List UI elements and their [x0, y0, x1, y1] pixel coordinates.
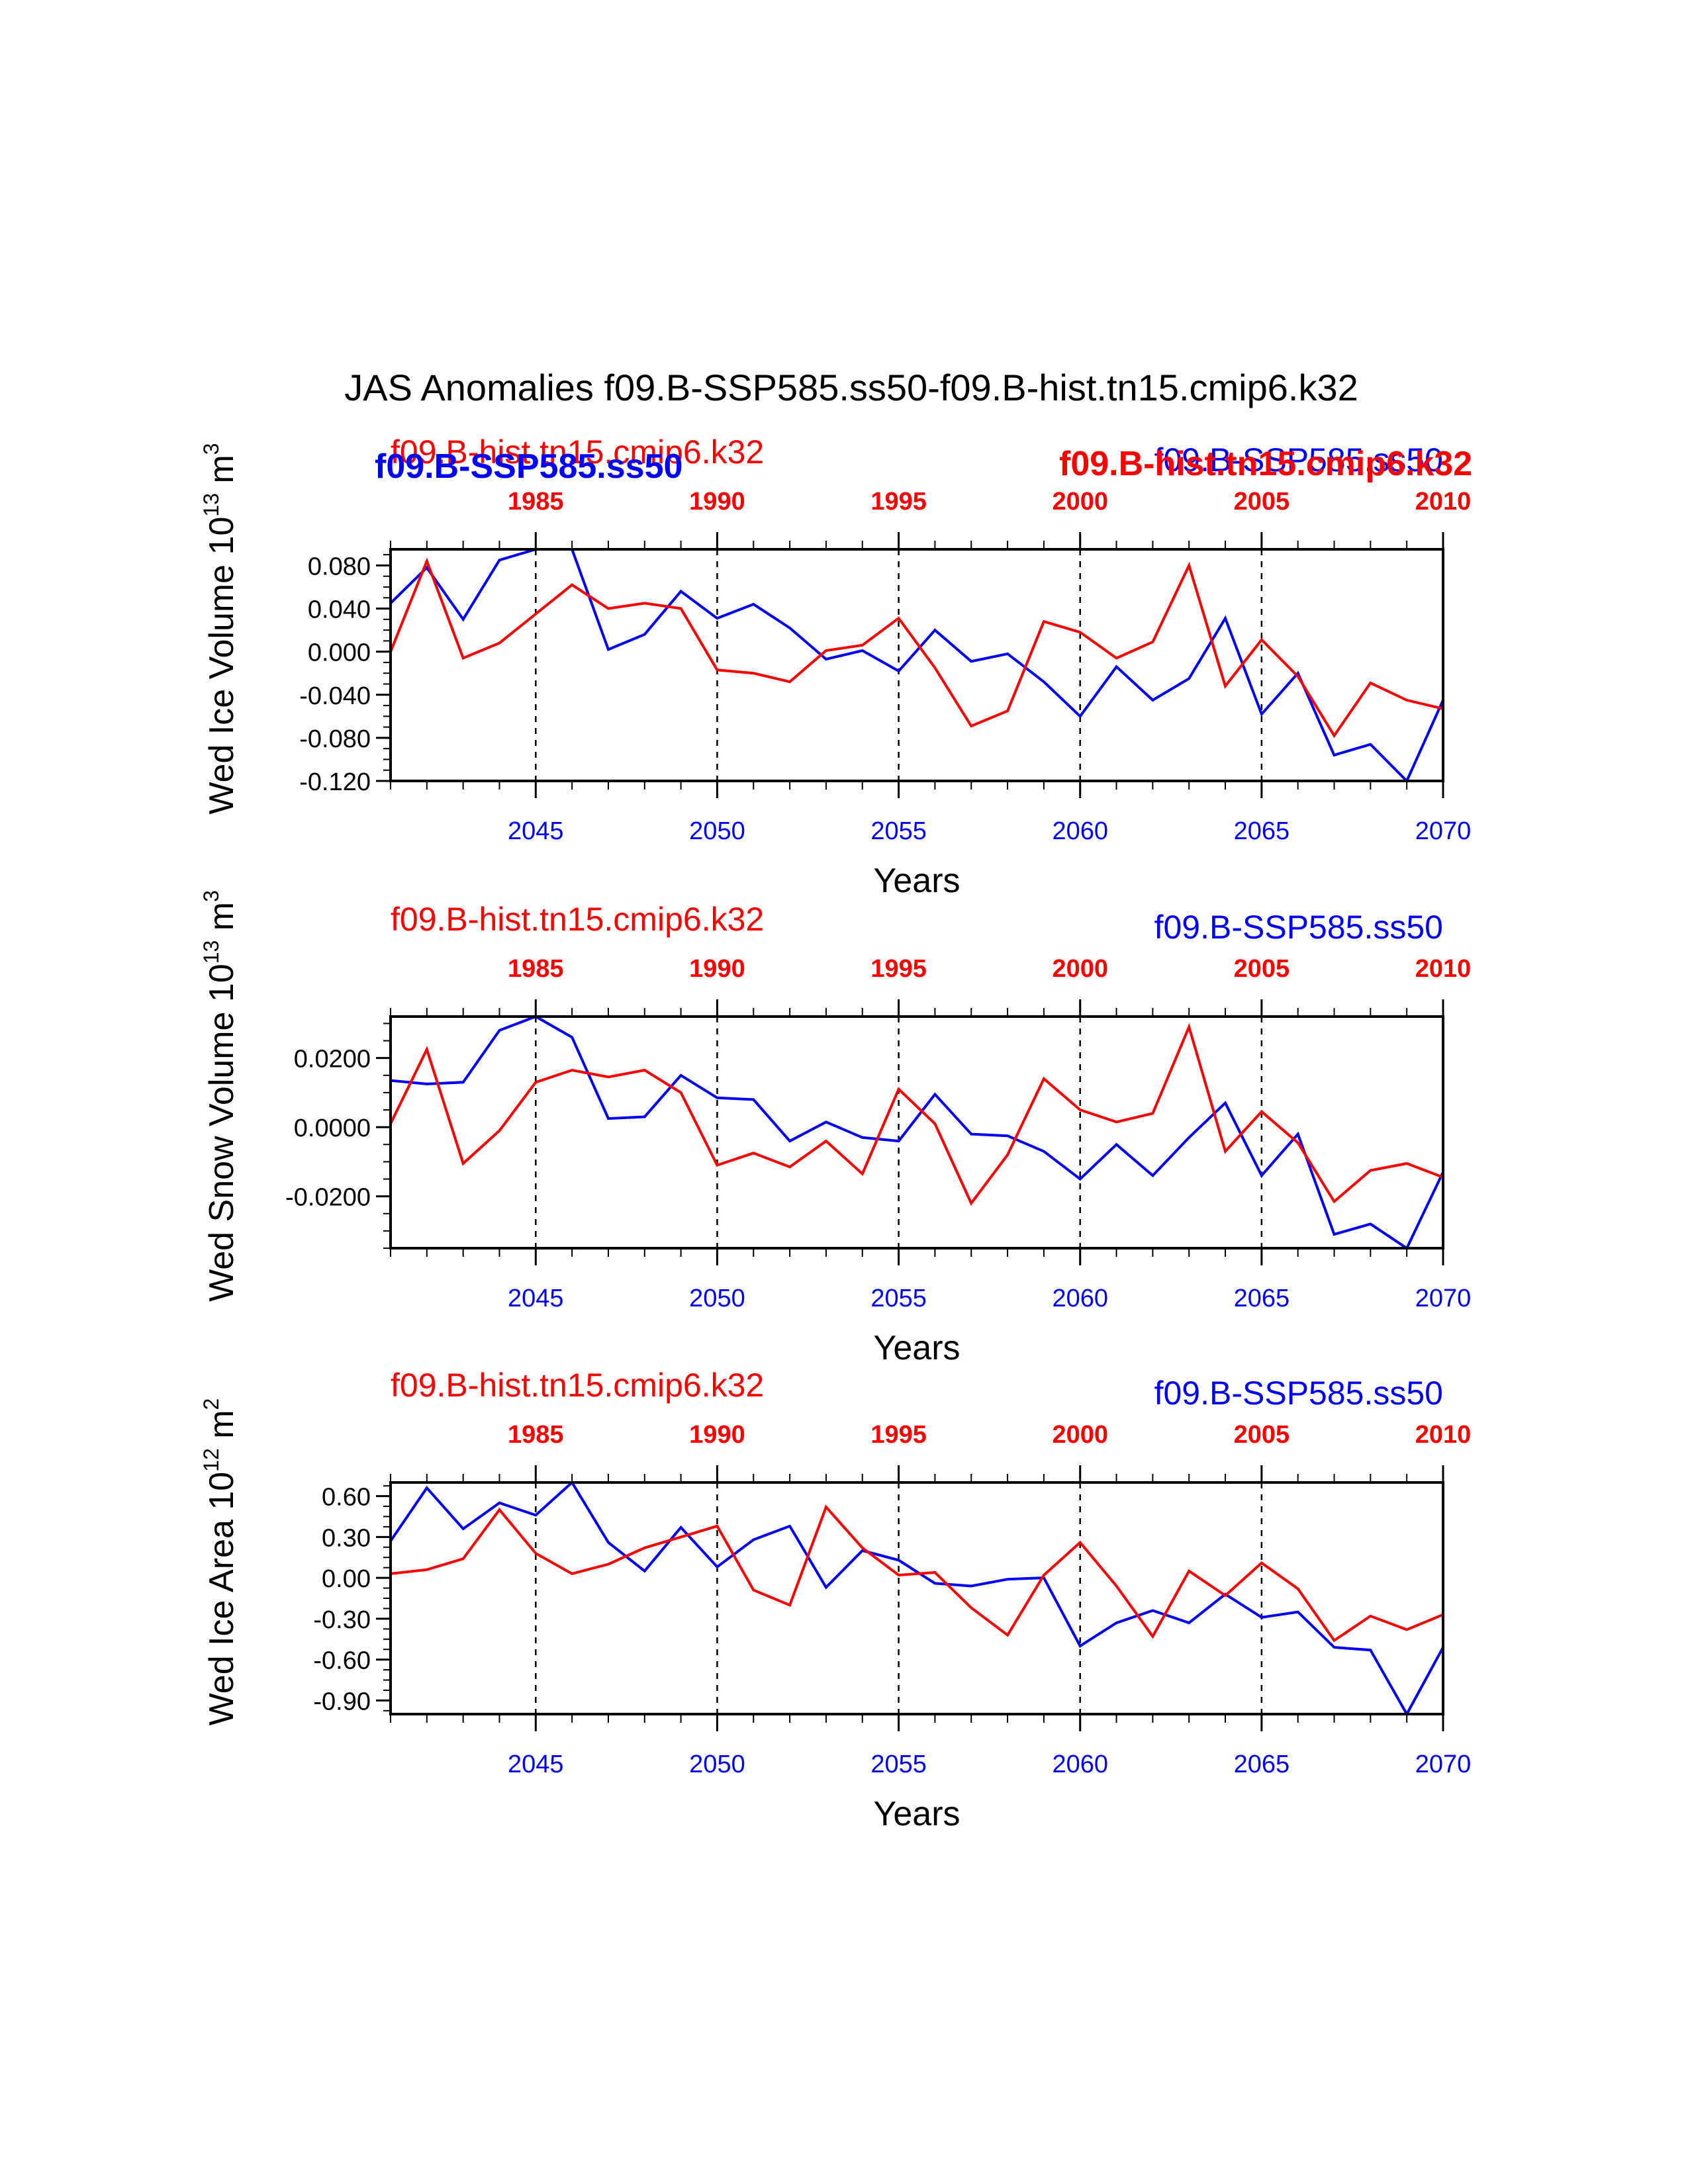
series-line-ssp585 — [390, 1015, 1444, 1250]
x-tick-label-bottom: 2055 — [870, 1751, 927, 1778]
y-tick-label: -0.080 — [299, 725, 371, 753]
y-tick-label: -0.0200 — [285, 1184, 371, 1212]
x-tick-label-bottom: 2050 — [689, 817, 745, 845]
y-axis-title-exponent: 12 — [199, 1448, 223, 1472]
x-tick-label-bottom: 2065 — [1234, 817, 1290, 845]
y-tick-label: -0.30 — [313, 1606, 371, 1634]
x-tick-label-top: 1990 — [689, 955, 745, 983]
y-axis-title-unit: m — [203, 455, 241, 493]
chart-panel-2: 0.0200 0.0000 -0.0200 2045 2050 2055 2060 2065 2… — [199, 890, 1471, 1367]
x-tick-label-bottom: 2050 — [689, 1285, 745, 1312]
overlay-label-hist: f09.B-hist.tn15.cmip6.k32 — [1059, 445, 1472, 483]
x-tick-label-bottom: 2055 — [870, 1285, 927, 1312]
x-tick-label-top: 1990 — [689, 488, 745, 516]
y-tick-label: 0.30 — [322, 1524, 371, 1552]
legend-label-hist: f09.B-hist.tn15.cmip6.k32 — [391, 901, 764, 938]
x-tick-label-bottom: 2055 — [870, 817, 927, 845]
x-tick-label-bottom: 2045 — [508, 1285, 564, 1312]
y-axis-title-exponent: 13 — [199, 493, 223, 517]
y-tick-label: -0.90 — [313, 1688, 371, 1715]
legend-label-hist: f09.B-hist.tn15.cmip6.k32 — [391, 1367, 764, 1404]
y-axis-title-unit: m — [203, 1410, 241, 1448]
series-line-ssp585 — [389, 1480, 1444, 1717]
legend-label-ssp585: f09.B-SSP585.ss50 — [1154, 909, 1443, 946]
plot-frame — [389, 548, 1444, 782]
x-tick-label-bottom: 2070 — [1415, 817, 1472, 845]
legend-label-hist: f09.B-hist.tn15.cmip6.k32 — [391, 433, 764, 471]
x-tick-label-top: 1985 — [508, 955, 564, 983]
legend-label-ssp585: f09.B-SSP585.ss50 — [1154, 441, 1443, 478]
x-tick-label-top: 1995 — [870, 955, 927, 983]
y-axis-title-unit-exponent: 3 — [199, 890, 223, 902]
x-tick-label-top: 1985 — [508, 1421, 564, 1449]
x-tick-label-top: 2000 — [1052, 955, 1108, 983]
y-tick-label: 0.60 — [322, 1484, 371, 1512]
x-tick-label-bottom: 2045 — [508, 1751, 564, 1778]
x-tick-label-bottom: 2050 — [689, 1751, 745, 1778]
overlay-label-ssp585: f09.B-SSP585.ss50 — [375, 447, 682, 486]
x-tick-label-bottom: 2070 — [1415, 1751, 1472, 1778]
x-tick-label-top: 2010 — [1415, 1421, 1472, 1449]
y-tick-label: 0.040 — [308, 596, 371, 624]
x-tick-label-bottom: 2060 — [1052, 1751, 1108, 1778]
legend-label-ssp585: f09.B-SSP585.ss50 — [1154, 1375, 1443, 1412]
y-tick-label: 0.000 — [308, 639, 371, 667]
y-axis-title-exponent: 13 — [199, 940, 223, 964]
series-line-hist — [390, 1504, 1444, 1643]
y-tick-label: 0.00 — [322, 1565, 371, 1593]
x-tick-label-bottom: 2065 — [1234, 1285, 1290, 1312]
x-tick-label-top: 2000 — [1052, 1421, 1108, 1449]
x-tick-label-top: 2005 — [1234, 955, 1290, 983]
x-tick-label-bottom: 2070 — [1415, 1285, 1472, 1312]
x-axis-title: Years — [873, 862, 960, 900]
y-tick-label: 0.080 — [308, 553, 371, 580]
x-tick-label-top: 1990 — [689, 1421, 745, 1449]
x-axis-title: Years — [873, 1329, 960, 1367]
y-axis-title: Wed Ice Area 1012 m2 — [199, 1398, 241, 1726]
y-tick-label: -0.120 — [299, 768, 371, 796]
y-axis-title-text: Wed Ice Volume 10 — [203, 517, 241, 815]
x-tick-label-bottom: 2065 — [1234, 1751, 1290, 1778]
series-line-hist — [389, 1023, 1444, 1206]
y-axis-title: Wed Ice Volume 1013 m3 — [199, 443, 241, 814]
x-tick-label-top: 2000 — [1052, 488, 1108, 516]
y-axis-title-text: Wed Snow Volume 10 — [203, 964, 241, 1302]
x-axis-title: Years — [873, 1795, 960, 1833]
x-tick-label-top: 1985 — [508, 488, 564, 516]
x-tick-label-top: 2005 — [1234, 1421, 1290, 1449]
x-tick-label-top: 1995 — [870, 488, 927, 516]
x-tick-label-top: 2010 — [1415, 488, 1472, 516]
y-tick-label: 0.0000 — [294, 1115, 371, 1142]
x-tick-label-bottom: 2060 — [1052, 817, 1108, 845]
panels: 0.080 0.040 0.000 -0.040 -0.080 -0.120 2045 205… — [199, 433, 1471, 1833]
chart-panel-1: 0.080 0.040 0.000 -0.040 -0.080 -0.120 2045 205… — [199, 433, 1471, 900]
y-axis-title-unit-exponent: 2 — [199, 1398, 223, 1410]
figure-title: JAS Anomalies f09.B-SSP585.ss50-f09.B-hi… — [344, 367, 1358, 408]
y-axis-title-unit: m — [203, 902, 241, 940]
x-tick-label-top: 1995 — [870, 1421, 927, 1449]
y-axis-title-unit-exponent: 3 — [199, 443, 223, 455]
y-axis-title-text: Wed Ice Area 10 — [203, 1472, 241, 1726]
y-tick-label: -0.60 — [313, 1647, 371, 1675]
y-tick-label: 0.0200 — [294, 1046, 371, 1073]
x-tick-label-top: 2010 — [1415, 955, 1472, 983]
y-tick-label: -0.040 — [299, 682, 371, 710]
plot-frame — [389, 1015, 1444, 1250]
chart-panel-3: 0.60 0.30 0.00 -0.30 -0.60 -0.90 2045 2050 2055 2… — [199, 1367, 1471, 1833]
y-axis-title: Wed Snow Volume 1013 m3 — [199, 890, 241, 1302]
x-tick-label-bottom: 2060 — [1052, 1285, 1108, 1312]
x-tick-label-top: 2005 — [1234, 488, 1290, 516]
x-tick-label-bottom: 2045 — [508, 817, 564, 845]
series-line-hist — [389, 557, 1444, 739]
